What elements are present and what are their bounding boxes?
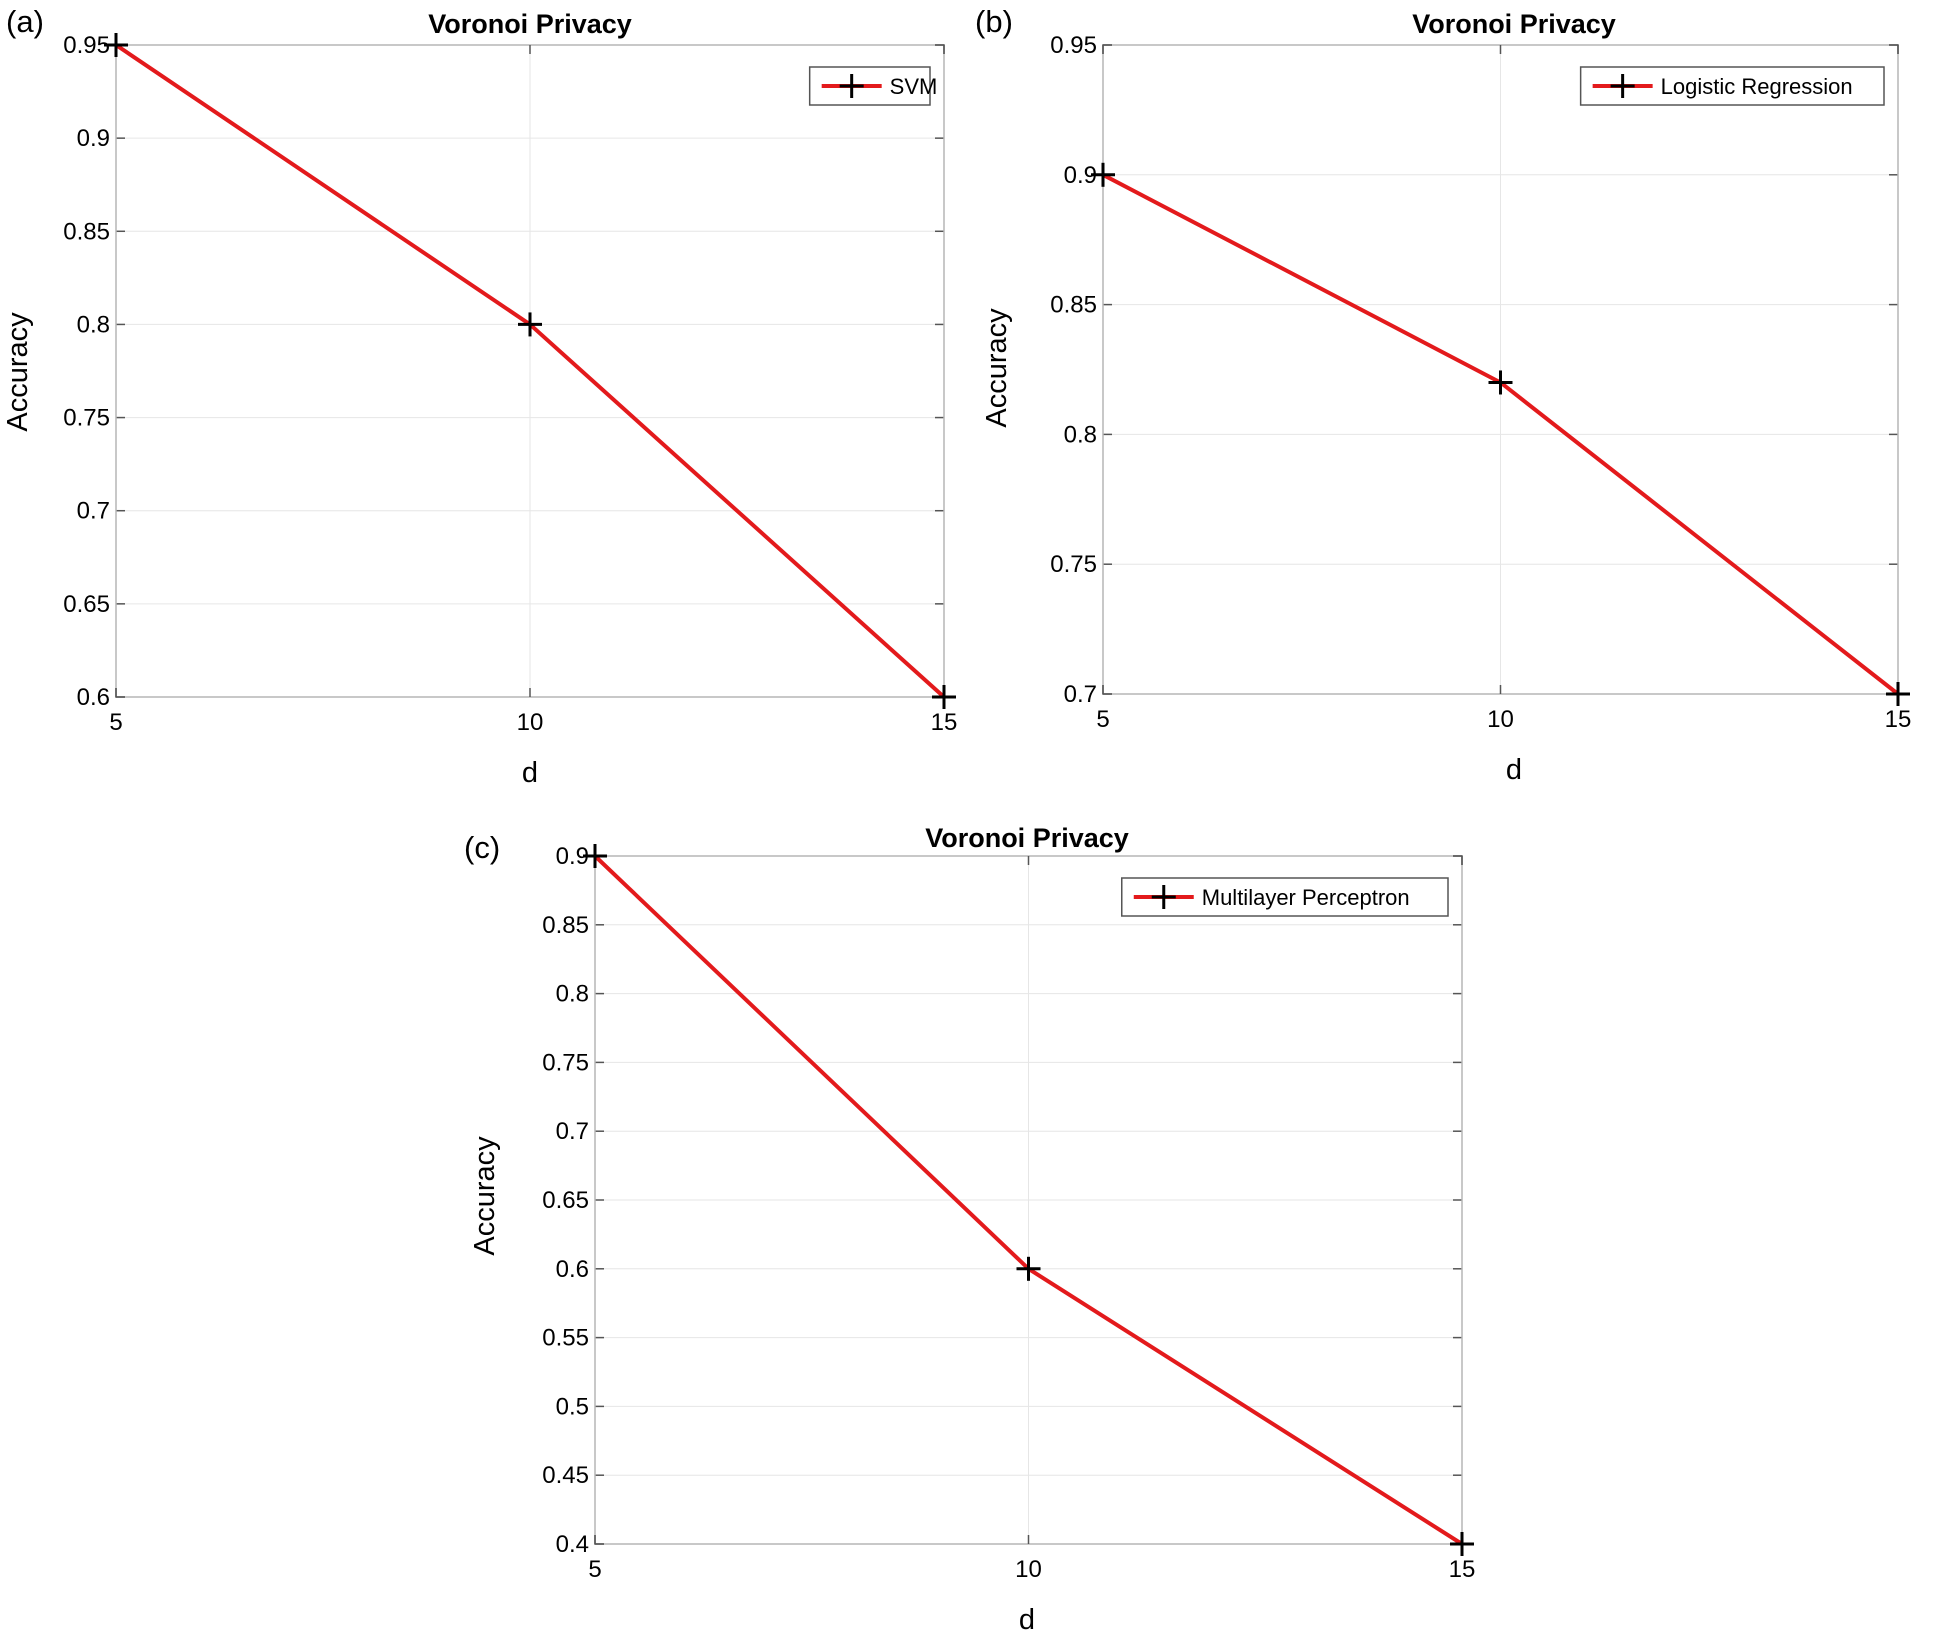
chart1-legend: Logistic Regression bbox=[1579, 66, 1885, 106]
chart-c-title: Voronoi Privacy bbox=[925, 823, 1129, 853]
chart2-legend-label: Multilayer Perceptron bbox=[1202, 885, 1410, 910]
chart1-xtick-label: 15 bbox=[1885, 706, 1912, 733]
chart1-xtick-label: 5 bbox=[1096, 706, 1109, 733]
chart-b-ylabel: Accuracy bbox=[981, 308, 1013, 428]
chart2-ytick-label: 0.7 bbox=[556, 1118, 589, 1145]
chart-b-title: Voronoi Privacy bbox=[1412, 9, 1616, 39]
chart1-legend-label: Logistic Regression bbox=[1661, 74, 1853, 99]
chart1-data-point bbox=[1091, 162, 1115, 187]
chart-c-svg: (c) Voronoi Privacy Accuracy d 0.4 0.45 0.… bbox=[464, 823, 1475, 1636]
chart2-ytick-label: 0.8 bbox=[556, 981, 589, 1008]
chart1-ytick-label: 0.7 bbox=[1064, 681, 1097, 708]
chart0-legend: SVM bbox=[808, 66, 938, 106]
chart1-ytick-label: 0.85 bbox=[1050, 292, 1097, 319]
chart1-ytick-label: 0.75 bbox=[1050, 551, 1097, 578]
chart0-data-point bbox=[518, 312, 542, 337]
chart2-data-point bbox=[583, 844, 607, 868]
chart2-xtick-label: 5 bbox=[588, 1556, 601, 1583]
chart0-ytick-label: 0.85 bbox=[63, 218, 110, 245]
chart0-ytick-label: 0.7 bbox=[77, 498, 110, 525]
chart2-ytick-label: 0.6 bbox=[556, 1256, 589, 1283]
chart0-data-point bbox=[932, 685, 956, 709]
chart2-data-point bbox=[1450, 1532, 1474, 1556]
chart2-ytick-label: 0.85 bbox=[542, 912, 589, 939]
chart2-ytick-label: 0.5 bbox=[556, 1393, 589, 1420]
chart0-xtick-label: 5 bbox=[109, 709, 122, 736]
chart0-ytick-label: 0.8 bbox=[77, 311, 110, 338]
chart1-ytick-label: 0.95 bbox=[1050, 32, 1097, 59]
chart-a-xlabel: d bbox=[522, 757, 538, 789]
chart-c-plot-area: 0.40.450.50.550.60.650.70.750.80.850.95 1… bbox=[542, 843, 1475, 1583]
chart0-ytick-label: 0.65 bbox=[63, 591, 110, 618]
chart-a-ylabel: Accuracy bbox=[2, 312, 34, 432]
chart1-xtick-label: 10 bbox=[1487, 706, 1514, 733]
chart0-data-point bbox=[104, 33, 128, 57]
panel-label-c: (c) bbox=[464, 830, 500, 865]
chart-panel-b: (b) Voronoi Privacy Accuracy d 0.7 0.75 0.… bbox=[972, 0, 1944, 800]
chart2-ytick-label: 0.65 bbox=[542, 1187, 589, 1214]
chart0-xtick-label: 10 bbox=[517, 709, 544, 736]
panel-label-b: (b) bbox=[975, 4, 1013, 39]
chart-a-title: Voronoi Privacy bbox=[428, 9, 632, 39]
panel-label-a: (a) bbox=[6, 4, 44, 39]
chart0-legend-label: SVM bbox=[890, 74, 938, 99]
chart2-ytick-label: 0.55 bbox=[542, 1325, 589, 1352]
chart2-data-point bbox=[1016, 1256, 1041, 1281]
chart2-xtick-label: 15 bbox=[1449, 1556, 1476, 1583]
chart2-ytick-label: 0.4 bbox=[556, 1531, 589, 1558]
chart0-xtick-label: 15 bbox=[931, 709, 958, 736]
chart-b-svg: (b) Voronoi Privacy Accuracy d 0.7 0.75 0.… bbox=[975, 4, 1911, 786]
chart1-data-point bbox=[1886, 682, 1910, 706]
chart-panel-c: (c) Voronoi Privacy Accuracy d 0.4 0.45 0.… bbox=[450, 800, 1500, 1636]
chart-b-xlabel: d bbox=[1506, 754, 1522, 786]
chart1-data-point bbox=[1488, 370, 1513, 395]
chart-c-xlabel: d bbox=[1019, 1604, 1035, 1635]
chart-a-svg: (a) Voronoi Privacy Accuracy d 0.60.650.… bbox=[2, 4, 957, 789]
chart2-ytick-label: 0.75 bbox=[542, 1049, 589, 1076]
chart2-ytick-label: 0.45 bbox=[542, 1462, 589, 1489]
chart2-legend-box bbox=[1121, 877, 1449, 917]
chart2-xtick-label: 10 bbox=[1015, 1556, 1042, 1583]
chart1-ytick-label: 0.8 bbox=[1064, 421, 1097, 448]
chart0-ytick-label: 0.75 bbox=[63, 405, 110, 432]
chart0-ytick-label: 0.95 bbox=[63, 32, 110, 59]
chart-c-ylabel: Accuracy bbox=[469, 1136, 501, 1256]
chart0-ytick-label: 0.6 bbox=[77, 684, 110, 711]
chart-panel-a: (a) Voronoi Privacy Accuracy d 0.6 0.65 0.… bbox=[0, 0, 972, 800]
chart2-legend: Multilayer Perceptron bbox=[1121, 877, 1449, 917]
chart0-ytick-label: 0.9 bbox=[77, 125, 110, 152]
chart-a-plot-area: 0.6 0.65 0.7 0.75 0.8 0.85 0.9 0.95 5 10 15 SVM bbox=[63, 32, 957, 736]
